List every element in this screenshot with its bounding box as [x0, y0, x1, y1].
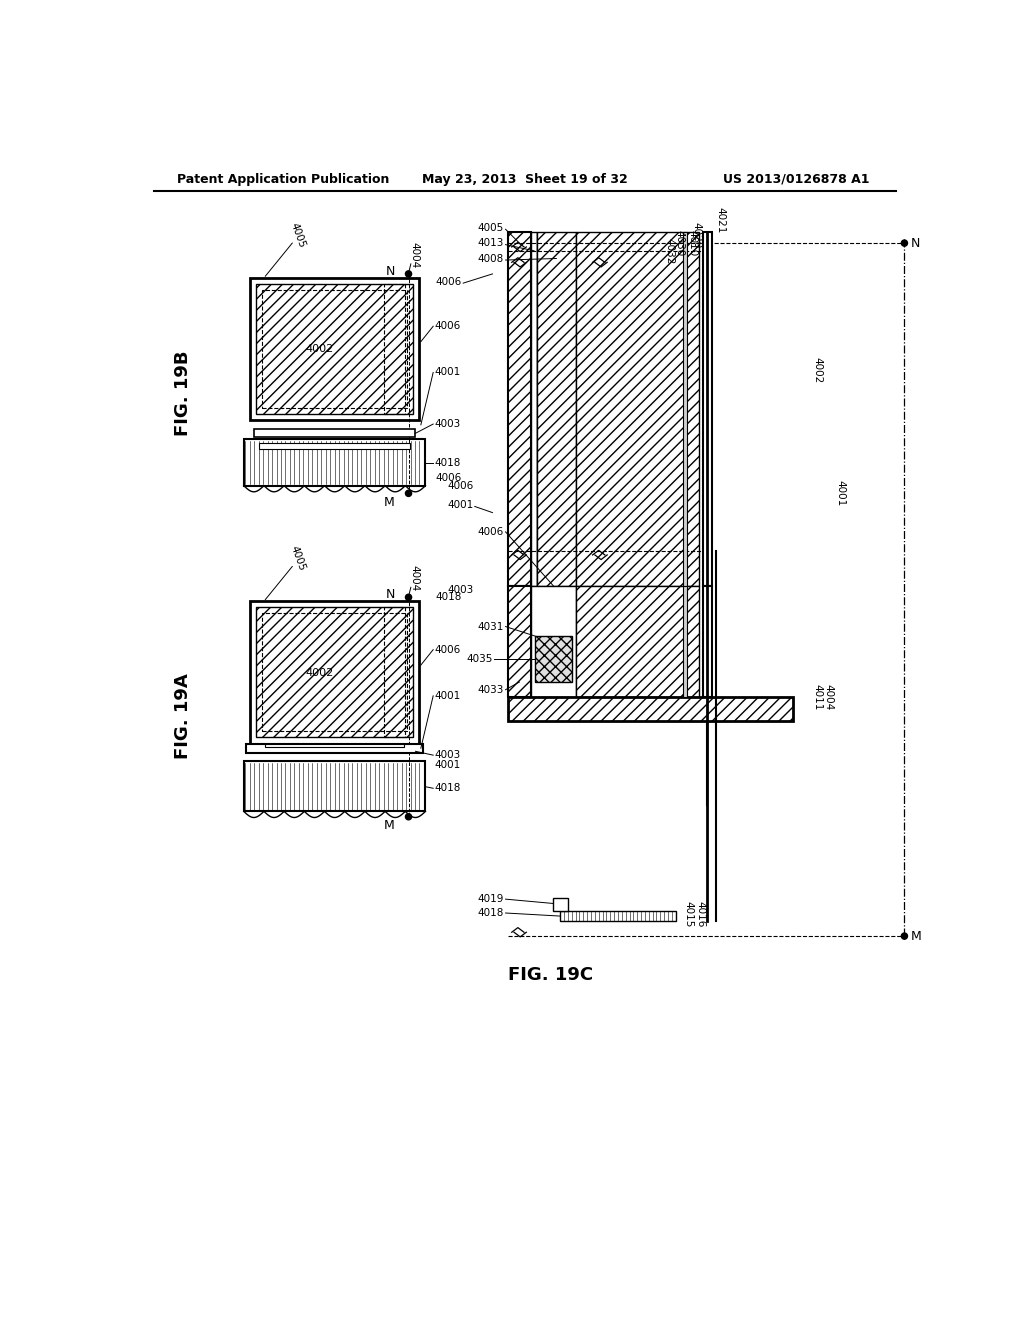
Text: 4004: 4004: [823, 684, 834, 710]
Bar: [508, 697, 793, 721]
Text: 4003: 4003: [446, 585, 473, 594]
Text: 4035: 4035: [466, 653, 493, 664]
Text: M: M: [384, 496, 394, 508]
Text: 4006: 4006: [435, 644, 461, 655]
Text: 4006: 4006: [446, 480, 473, 491]
Text: 4001: 4001: [836, 480, 845, 507]
Text: Patent Application Publication: Patent Application Publication: [177, 173, 389, 186]
Text: 4003: 4003: [435, 750, 461, 760]
Text: 4015: 4015: [683, 902, 693, 928]
Bar: [244, 440, 425, 486]
Text: 4005: 4005: [289, 222, 307, 249]
Text: FIG. 19C: FIG. 19C: [508, 966, 593, 983]
Text: 4002: 4002: [812, 356, 822, 383]
Text: 4003: 4003: [435, 418, 461, 429]
Text: 4021: 4021: [716, 207, 726, 234]
Circle shape: [406, 594, 412, 601]
Text: 4019: 4019: [477, 894, 504, 904]
Bar: [702, 586, 712, 697]
Text: N: N: [910, 236, 920, 249]
Bar: [560, 911, 676, 921]
Bar: [244, 762, 425, 812]
Text: 4004: 4004: [410, 565, 420, 591]
Bar: [262, 614, 407, 731]
Text: 4002: 4002: [305, 668, 334, 677]
Bar: [262, 290, 407, 408]
Bar: [553, 898, 568, 911]
Bar: [535, 636, 571, 682]
Text: 4006: 4006: [435, 321, 461, 331]
Circle shape: [901, 240, 907, 247]
Circle shape: [406, 271, 412, 277]
Bar: [531, 586, 575, 697]
Text: 4030: 4030: [674, 230, 684, 256]
Text: US 2013/0126878 A1: US 2013/0126878 A1: [723, 173, 869, 186]
Text: 4005: 4005: [289, 545, 307, 573]
Circle shape: [406, 813, 412, 820]
Text: 4018: 4018: [435, 458, 461, 467]
Text: 4032: 4032: [665, 238, 674, 264]
Text: M: M: [384, 818, 394, 832]
Text: 4016: 4016: [695, 902, 705, 928]
Text: 4005: 4005: [478, 223, 504, 232]
Text: 4006: 4006: [478, 527, 504, 537]
Bar: [531, 231, 538, 586]
Text: 4006: 4006: [435, 473, 462, 483]
Text: 4018: 4018: [435, 783, 461, 793]
Text: FIG. 19A: FIG. 19A: [174, 673, 191, 759]
Bar: [259, 442, 410, 449]
Circle shape: [901, 933, 907, 940]
Text: 4020: 4020: [691, 222, 701, 248]
Text: 4033: 4033: [477, 685, 504, 694]
Bar: [702, 231, 712, 586]
Bar: [508, 231, 531, 586]
Bar: [575, 586, 698, 697]
Bar: [256, 607, 413, 738]
Bar: [256, 284, 413, 414]
Bar: [508, 586, 531, 697]
Bar: [683, 231, 687, 586]
Bar: [246, 743, 423, 752]
Text: 4010: 4010: [687, 230, 697, 256]
Bar: [538, 231, 575, 586]
Text: 4013: 4013: [477, 238, 504, 248]
Text: 4002: 4002: [305, 345, 334, 354]
Text: 4001: 4001: [435, 690, 461, 701]
Text: 4018: 4018: [435, 593, 462, 602]
Text: N: N: [385, 265, 394, 279]
Bar: [683, 586, 687, 697]
Text: 4011: 4011: [812, 684, 822, 710]
Bar: [384, 607, 406, 738]
Text: 4004: 4004: [410, 242, 420, 268]
Text: 4001: 4001: [435, 367, 461, 378]
Bar: [250, 601, 419, 743]
Text: M: M: [910, 929, 922, 942]
Text: 4031: 4031: [477, 622, 504, 631]
Circle shape: [406, 490, 412, 496]
Text: FIG. 19B: FIG. 19B: [174, 350, 191, 436]
Text: May 23, 2013  Sheet 19 of 32: May 23, 2013 Sheet 19 of 32: [422, 173, 628, 186]
Bar: [575, 231, 698, 586]
Text: 4008: 4008: [478, 253, 504, 264]
Bar: [254, 429, 416, 437]
Bar: [384, 284, 406, 414]
Text: 4001: 4001: [435, 760, 461, 770]
Text: 4018: 4018: [477, 908, 504, 917]
Bar: [250, 277, 419, 420]
Text: 4006: 4006: [435, 277, 462, 286]
Text: 4001: 4001: [446, 500, 473, 510]
Text: N: N: [385, 589, 394, 602]
Bar: [265, 743, 403, 747]
